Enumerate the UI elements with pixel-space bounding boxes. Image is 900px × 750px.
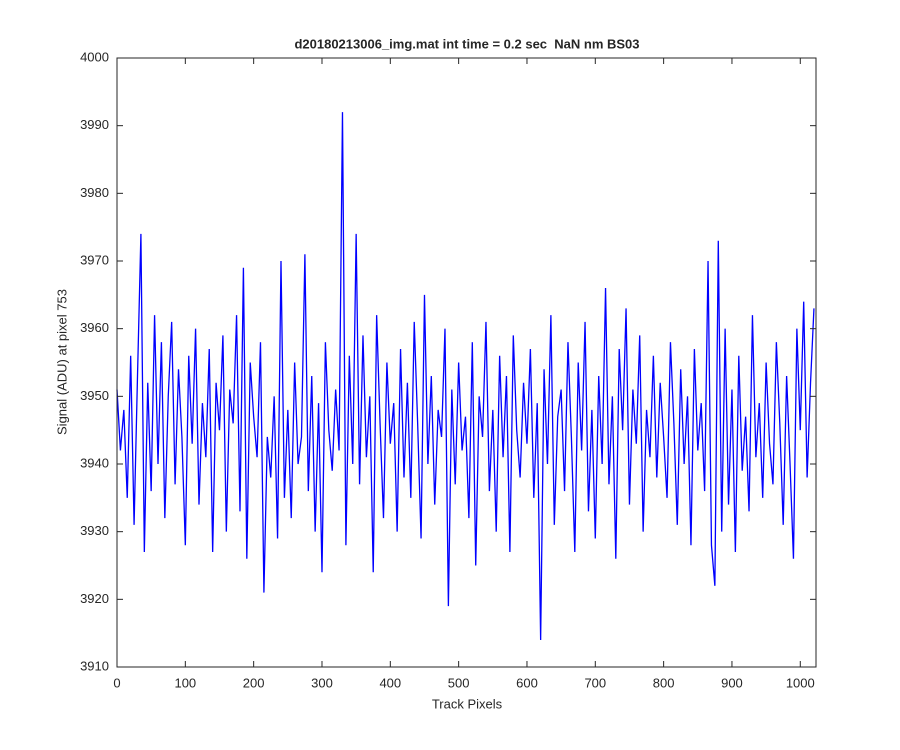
x-tick-label: 800 xyxy=(653,675,675,690)
data-line xyxy=(116,112,815,640)
y-tick-label: 3950 xyxy=(80,388,109,403)
chart-title: d20180213006_img.mat int time = 0.2 sec … xyxy=(294,36,639,51)
y-axis-label: Signal (ADU) at pixel 753 xyxy=(54,289,69,435)
y-tick-label: 3910 xyxy=(80,658,109,673)
x-tick-label: 500 xyxy=(448,675,470,690)
plot-frame xyxy=(116,57,817,668)
x-tick-label: 100 xyxy=(174,675,196,690)
y-tick-label: 3940 xyxy=(80,455,109,470)
x-tick-label: 900 xyxy=(721,675,743,690)
x-axis-label: Track Pixels xyxy=(432,696,503,711)
y-tick-label: 3930 xyxy=(80,523,109,538)
y-tick-label: 3990 xyxy=(80,117,109,132)
y-tick-label: 3970 xyxy=(80,252,109,267)
x-tick-label: 1000 xyxy=(786,675,815,690)
y-tick-label: 4000 xyxy=(80,49,109,64)
y-tick-label: 3960 xyxy=(80,320,109,335)
x-tick-label: 0 xyxy=(113,675,120,690)
x-tick-label: 200 xyxy=(243,675,265,690)
y-tick-label: 3920 xyxy=(80,591,109,606)
x-tick-label: 600 xyxy=(516,675,538,690)
x-tick-label: 700 xyxy=(584,675,606,690)
y-tick-label: 3980 xyxy=(80,185,109,200)
x-tick-label: 400 xyxy=(379,675,401,690)
x-tick-label: 300 xyxy=(311,675,333,690)
